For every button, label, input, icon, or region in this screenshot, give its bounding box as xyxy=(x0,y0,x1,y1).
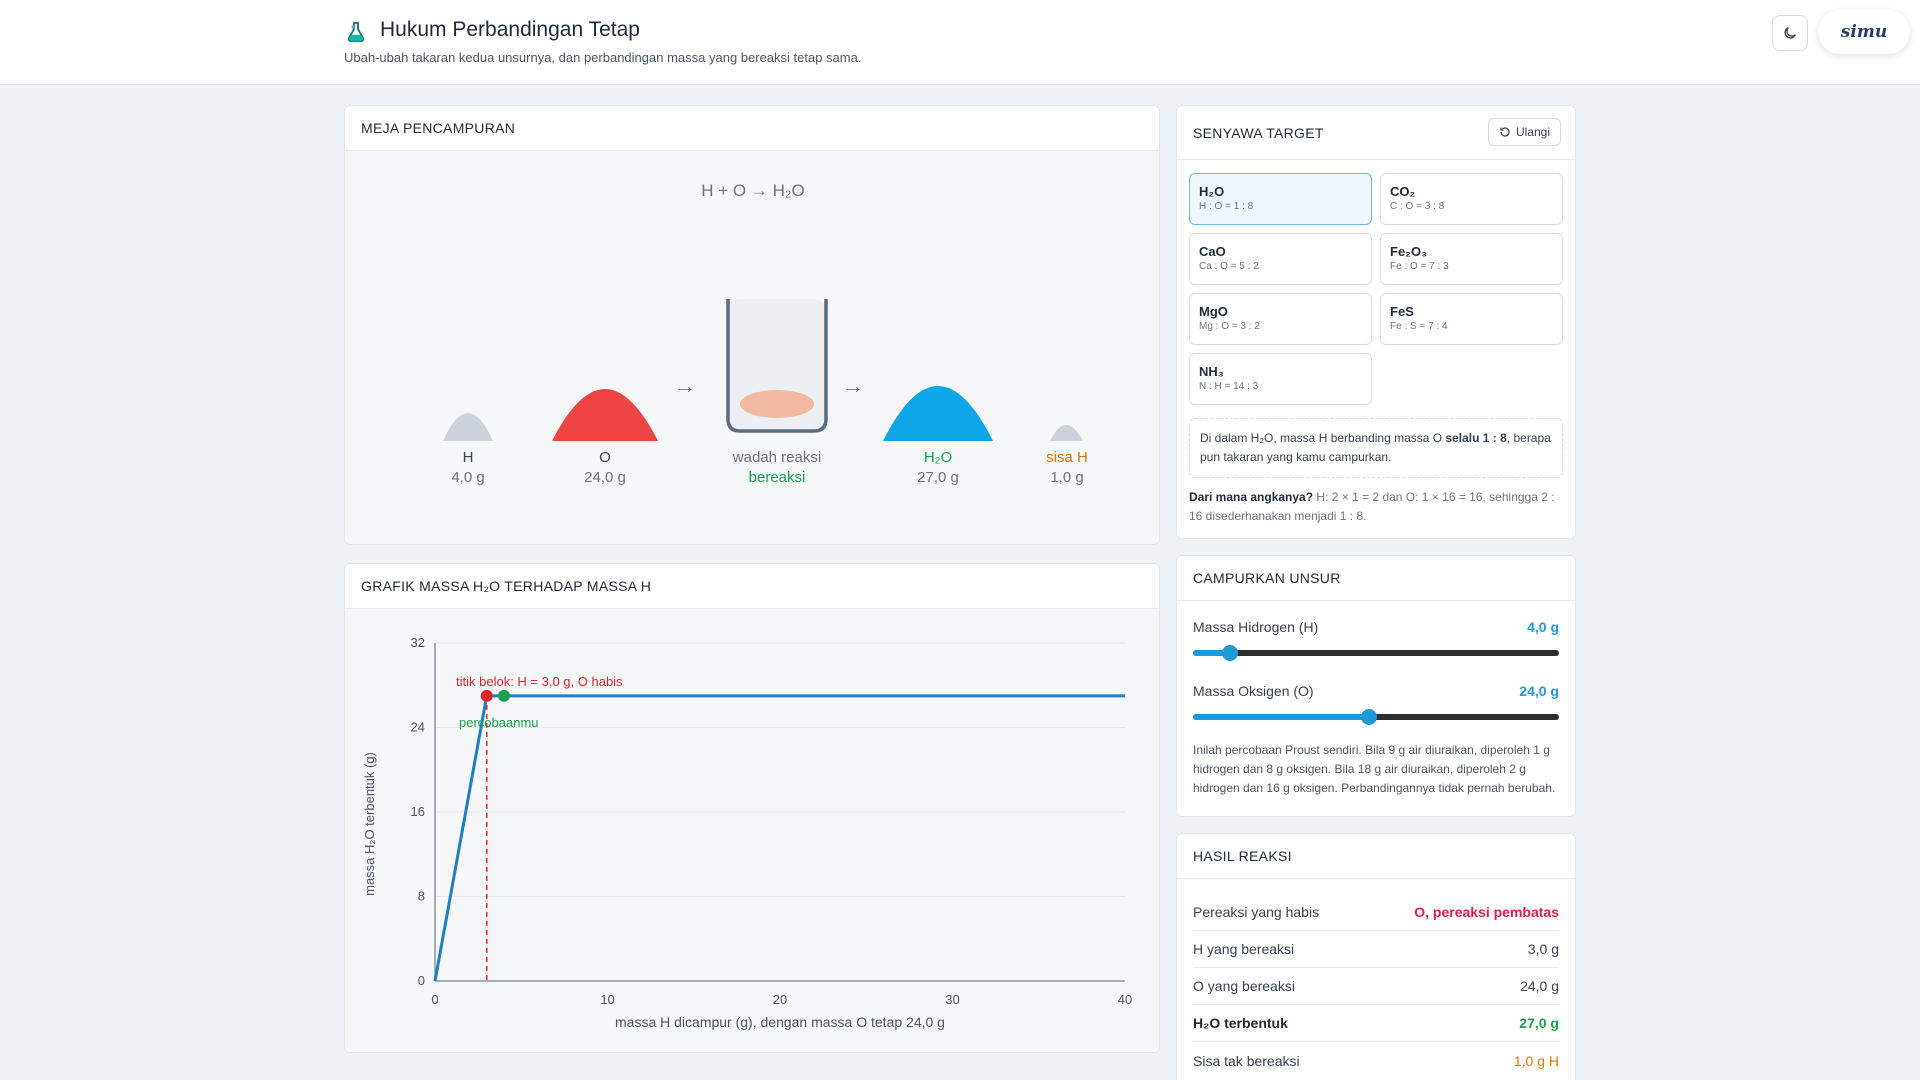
x-tick-label: 10 xyxy=(600,992,614,1007)
result-row-h-reacted: H yang bereaksi 3,0 g xyxy=(1193,931,1559,968)
compound-formula: MgO xyxy=(1199,304,1228,319)
x-tick-label: 40 xyxy=(1118,992,1132,1007)
compound-ratio: Fe : O = 7 : 3 xyxy=(1390,261,1449,272)
reaction-equation: H + O → H₂O xyxy=(701,181,805,200)
result-row-product: H₂O terbentuk 27,0 g xyxy=(1193,1005,1559,1042)
h-label: H xyxy=(462,449,474,466)
compound-formula: FeS xyxy=(1390,304,1414,319)
compound-ratio: Ca : O = 5 : 2 xyxy=(1199,261,1259,272)
mix-title: CAMPURKAN UNSUR xyxy=(1177,556,1575,601)
compound-formula: CaO xyxy=(1199,244,1226,259)
compound-option[interactable]: CaO Ca : O = 5 : 2 xyxy=(1189,233,1372,285)
target-title: SENYAWA TARGET xyxy=(1177,106,1575,160)
o-slider-label: Massa Oksigen (O) xyxy=(1193,683,1314,699)
vessel-status: bereaksi xyxy=(748,469,806,486)
reset-button[interactable]: Ulangi xyxy=(1487,118,1561,146)
leftover-label: sisa H xyxy=(1046,449,1088,466)
o-pile xyxy=(552,389,658,441)
graph-title: GRAFIK MASSA H₂O TERHADAP MASSA H xyxy=(345,564,1159,609)
vessel-label: wadah reaksi xyxy=(732,449,822,466)
result-row-limiting: Pereaksi yang habis O, pereaksi pembatas xyxy=(1193,894,1559,931)
o-mass: 24,0 g xyxy=(584,469,626,486)
product-mass: 27,0 g xyxy=(917,469,959,486)
theme-toggle-button[interactable] xyxy=(1772,15,1808,51)
compound-option[interactable]: H₂O H : O = 1 : 8 xyxy=(1189,173,1372,225)
o-slider-thumb[interactable] xyxy=(1360,709,1377,725)
o-mass-slider[interactable] xyxy=(1193,709,1559,725)
page-subtitle: Ubah-ubah takaran kedua unsurnya, dan pe… xyxy=(344,50,862,65)
leftover-mass: 1,0 g xyxy=(1050,469,1084,486)
breakpoint-marker xyxy=(480,689,493,702)
compound-option[interactable]: CO₂ C : O = 3 : 8 xyxy=(1380,173,1563,225)
compound-option[interactable]: Fe₂O₃ Fe : O = 7 : 3 xyxy=(1380,233,1563,285)
arrow-to-product: → xyxy=(842,373,864,398)
x-axis-label: massa H dicampur (g), dengan massa O tet… xyxy=(615,1014,945,1030)
compound-ratio: Fe : S = 7 : 4 xyxy=(1390,321,1448,332)
trial-point-label: percobaanmu xyxy=(459,715,539,730)
y-axis-label: massa H₂O terbentuk (g) xyxy=(362,752,377,896)
compound-ratio: H : O = 1 : 8 xyxy=(1199,201,1254,212)
y-tick-label: 8 xyxy=(418,889,425,904)
product-pile xyxy=(883,386,993,441)
h2o-mass-chart: 0 8 16 24 32 0 10 20 30 40 titik belok: H = 3,0 g… xyxy=(362,635,1132,1030)
ratio-origin: Dari mana angkanya? H: 2 × 1 = 2 dan O: … xyxy=(1189,490,1555,523)
compound-option[interactable]: FeS Fe : S = 7 : 4 xyxy=(1380,293,1563,345)
h-slider-thumb[interactable] xyxy=(1221,645,1238,661)
page-title: Hukum Perbandingan Tetap xyxy=(380,18,640,41)
top-bar: Hukum Perbandingan Tetap Ubah-ubah takar… xyxy=(0,0,1920,85)
ratio-info-box: Di dalam H₂O, massa H berbanding massa O… xyxy=(1189,418,1563,478)
target-compound-card: SENYAWA TARGET Ulangi H₂O H : O = 1 : 8 CO… xyxy=(1176,105,1576,539)
compound-option[interactable]: NH₃ N : H = 14 : 3 xyxy=(1189,353,1372,405)
compound-ratio: N : H = 14 : 3 xyxy=(1199,381,1259,392)
h-pile xyxy=(443,413,493,441)
result-row-leftover: Sisa tak bereaksi 1,0 g H xyxy=(1193,1052,1559,1069)
mixing-table-title: MEJA PENCAMPURAN xyxy=(345,106,1159,151)
leftover-pile xyxy=(1050,425,1083,441)
trial-point-marker xyxy=(498,689,510,702)
compound-ratio: Mg : O = 3 : 2 xyxy=(1199,321,1260,332)
breakpoint-label: titik belok: H = 3,0 g, O habis xyxy=(456,674,623,689)
mixing-illustration xyxy=(443,299,1083,441)
reaction-vessel xyxy=(726,299,828,433)
compound-option[interactable]: MgO Mg : O = 3 : 2 xyxy=(1189,293,1372,345)
compound-ratio: C : O = 3 : 8 xyxy=(1390,201,1445,212)
rotate-icon xyxy=(1500,127,1510,137)
x-tick-label: 0 xyxy=(431,992,438,1007)
simu-logo[interactable]: simu xyxy=(1818,10,1910,54)
compound-formula: H₂O xyxy=(1199,184,1225,199)
compound-formula: CO₂ xyxy=(1390,184,1416,199)
graph-card: GRAFIK MASSA H₂O TERHADAP MASSA H 0 8 16 24… xyxy=(344,563,1160,1053)
reaction-result-card: HASIL REAKSI Pereaksi yang habis O, pere… xyxy=(1176,833,1576,1080)
result-row-o-reacted: O yang bereaksi 24,0 g xyxy=(1193,968,1559,1005)
x-tick-label: 20 xyxy=(773,992,787,1007)
flask-icon xyxy=(347,22,365,42)
x-tick-label: 30 xyxy=(945,992,959,1007)
h-mass-slider[interactable] xyxy=(1193,645,1559,661)
result-title: HASIL REAKSI xyxy=(1177,834,1575,879)
h-mass: 4,0 g xyxy=(451,469,485,486)
h-slider-label: Massa Hidrogen (H) xyxy=(1193,619,1319,635)
mix-elements-card: CAMPURKAN UNSUR Massa Hidrogen (H) 4,0 g… xyxy=(1176,555,1576,817)
o-label: O xyxy=(599,449,611,466)
proust-note: Inilah percobaan Proust sendiri. Bila 9 … xyxy=(1193,743,1556,795)
compound-formula: Fe₂O₃ xyxy=(1390,244,1428,259)
compound-formula: NH₃ xyxy=(1199,364,1224,379)
y-tick-label: 24 xyxy=(411,720,425,735)
h-slider-value: 4,0 g xyxy=(1527,619,1559,635)
y-tick-label: 32 xyxy=(411,635,425,650)
y-tick-label: 0 xyxy=(418,973,425,988)
o-slider-value: 24,0 g xyxy=(1519,683,1559,699)
arrow-to-vessel: → xyxy=(674,373,696,398)
y-tick-label: 16 xyxy=(411,804,425,819)
product-label: H₂O xyxy=(923,449,953,466)
mixing-table-card: MEJA PENCAMPURAN H + O → H₂O → → H 4,0 g… xyxy=(344,105,1160,545)
moon-icon xyxy=(1784,27,1796,39)
series-line xyxy=(433,694,1125,982)
